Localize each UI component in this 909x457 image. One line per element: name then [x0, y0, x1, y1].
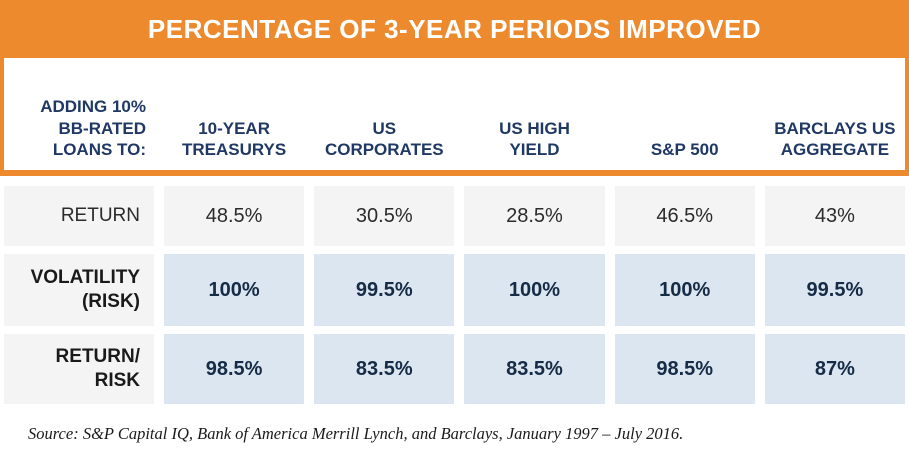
- table-cell: 43%: [764, 186, 905, 246]
- row-label-return-risk: RETURN/ RISK: [4, 334, 154, 404]
- row-label-return: RETURN: [4, 186, 154, 246]
- table-body: RETURN 48.5% 30.5% 28.5% 46.5% 43% VOLAT…: [0, 176, 909, 404]
- table-cell: 46.5%: [614, 186, 755, 246]
- table-row-return-risk: RETURN/ RISK 98.5% 83.5% 83.5% 98.5% 87%: [4, 334, 905, 404]
- row-label-volatility-risk: VOLATILITY (RISK): [4, 254, 154, 326]
- table-cell: 83.5%: [464, 334, 605, 404]
- table-cell: 100%: [614, 254, 755, 326]
- table-cell: 87%: [764, 334, 905, 404]
- table-cell: 83.5%: [314, 334, 455, 404]
- table-cell: 100%: [464, 254, 605, 326]
- table-cell: 28.5%: [464, 186, 605, 246]
- table-cell: 99.5%: [764, 254, 905, 326]
- header-divider-rule: [0, 170, 909, 176]
- corner-header-adding-loans: ADDING 10% BB-RATED LOANS TO:: [40, 96, 146, 160]
- table-row-return: RETURN 48.5% 30.5% 28.5% 46.5% 43%: [4, 186, 905, 246]
- figure-title: PERCENTAGE OF 3-YEAR PERIODS IMPROVED: [147, 13, 762, 44]
- column-header-us-high-yield: US HIGH YIELD: [499, 118, 570, 160]
- table-cell: 30.5%: [314, 186, 455, 246]
- column-header-10-year-treasurys: 10-YEAR TREASURYS: [181, 118, 287, 160]
- table-cell: 48.5%: [164, 186, 305, 246]
- source-note: Source: S&P Capital IQ, Bank of America …: [28, 424, 684, 443]
- table-cell: 98.5%: [614, 334, 755, 404]
- table-row-volatility-risk: VOLATILITY (RISK) 100% 99.5% 100% 100% 9…: [4, 254, 905, 326]
- title-bar: PERCENTAGE OF 3-YEAR PERIODS IMPROVED: [0, 0, 909, 58]
- column-header-us-corporates: US CORPORATES: [324, 118, 444, 160]
- column-header-row: ADDING 10% BB-RATED LOANS TO: 10-YEAR TR…: [0, 58, 909, 170]
- table-cell: 100%: [164, 254, 305, 326]
- column-header-sp-500: S&P 500: [650, 140, 719, 160]
- column-header-barclays-us-aggregate: BARCLAYS US AGGREGATE: [774, 118, 896, 160]
- table-cell: 98.5%: [164, 334, 305, 404]
- table-cell: 99.5%: [314, 254, 455, 326]
